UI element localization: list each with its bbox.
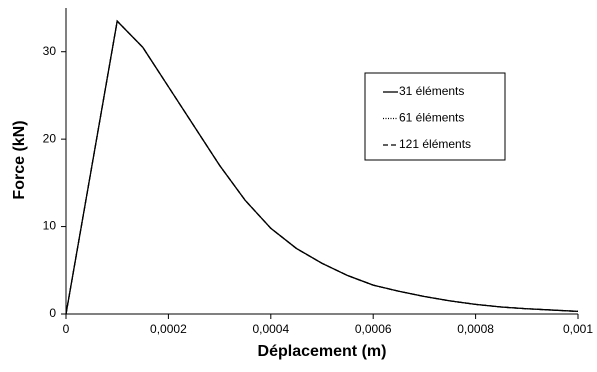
y-axis-title: Force (kN) <box>11 120 28 199</box>
legend-label: 31 éléments <box>399 84 464 98</box>
x-tick-label: 0,001 <box>563 322 593 336</box>
series-line <box>65 19 579 315</box>
legend-label: 61 éléments <box>399 111 464 125</box>
x-tick-label: 0 <box>63 322 70 336</box>
legend-label: 121 éléments <box>399 137 471 151</box>
y-tick-label: 0 <box>49 306 56 320</box>
legend-box <box>364 72 506 161</box>
x-tick-label: 0,0004 <box>252 322 289 336</box>
x-tick-label: 0,0002 <box>150 322 187 336</box>
x-axis-title: Déplacement (m) <box>258 343 387 360</box>
y-tick-label: 20 <box>43 131 57 145</box>
x-tick-label: 0,0006 <box>355 322 392 336</box>
series-line <box>65 19 579 315</box>
series-line <box>65 19 579 315</box>
x-tick-label: 0,0008 <box>457 322 494 336</box>
y-tick-label: 30 <box>43 44 57 58</box>
y-tick-label: 10 <box>43 219 57 233</box>
